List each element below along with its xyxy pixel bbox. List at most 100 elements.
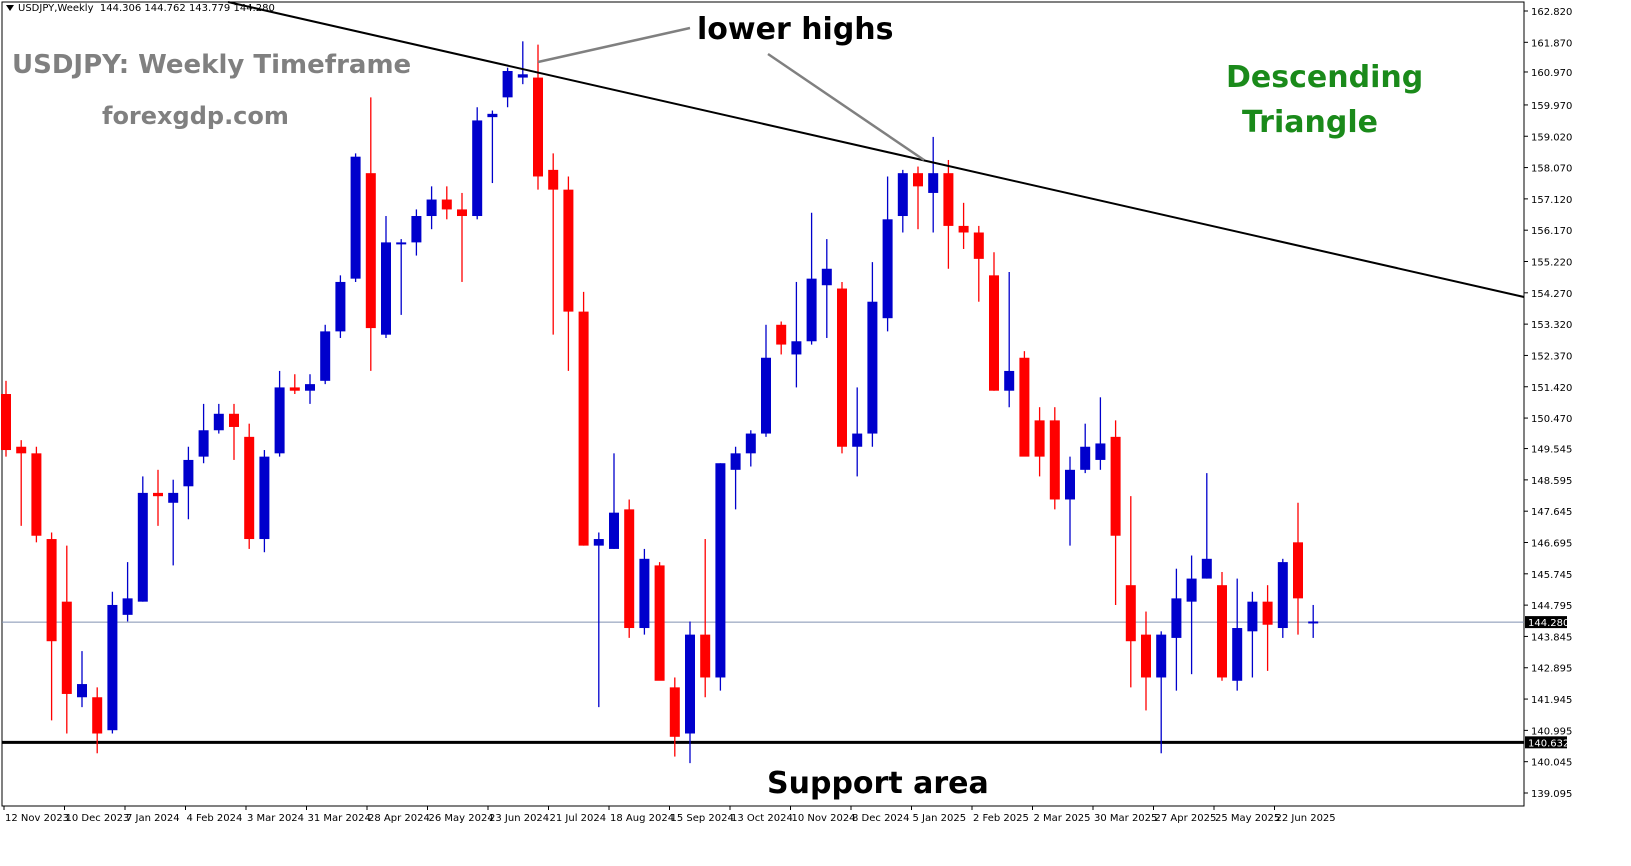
candle-body [1171, 598, 1182, 638]
candle-body [183, 459, 194, 487]
descending-trendline [227, 1, 1525, 298]
y-tick-label: 159.970 [1531, 101, 1572, 112]
candle-body [365, 173, 376, 329]
candle-body [791, 341, 802, 355]
candle-body [973, 232, 984, 259]
candle-body [578, 311, 589, 546]
candle-body [1247, 601, 1258, 632]
candle-body [1201, 558, 1212, 579]
y-tick-label: 143.845 [1531, 632, 1572, 643]
support-price-box [1525, 736, 1567, 749]
chart-title: USDJPY: Weekly Timeframe [12, 50, 412, 80]
y-tick-label: 139.095 [1531, 789, 1572, 800]
symbol-label: USDJPY,Weekly [18, 3, 94, 14]
y-tick-label: 145.745 [1531, 570, 1572, 581]
pattern-label-line1: Descending [1226, 60, 1424, 95]
x-tick-label: 25 May 2025 [1215, 813, 1280, 824]
candle-body [1065, 469, 1075, 500]
candle-body [16, 446, 27, 454]
lower-highs-pointer-2 [767, 52, 925, 162]
y-tick-label: 149.545 [1531, 445, 1572, 456]
x-tick-label: 8 Dec 2024 [852, 813, 910, 824]
candle-body [1156, 634, 1167, 678]
lower-highs-label: lower highs [697, 12, 894, 47]
y-tick-label: 144.795 [1531, 601, 1572, 612]
candle-body [1019, 357, 1030, 457]
y-tick-label: 141.945 [1531, 695, 1572, 706]
current-price-label: 144.280 [1528, 618, 1569, 629]
y-tick-label: 162.820 [1531, 7, 1572, 18]
x-tick-label: 22 Jun 2025 [1276, 813, 1336, 824]
candle-body [350, 156, 361, 279]
candle-body [137, 492, 148, 602]
candle-body [426, 199, 437, 217]
y-tick-label: 155.220 [1531, 258, 1572, 269]
candle-body [411, 216, 422, 243]
dropdown-arrow-icon[interactable] [6, 5, 14, 11]
candle-body [381, 242, 391, 335]
x-tick-label: 15 Sep 2024 [671, 813, 734, 824]
x-tick-label: 30 Mar 2025 [1094, 813, 1157, 824]
y-tick-label: 161.870 [1531, 38, 1572, 49]
symbol-header: USDJPY,Weekly 144.306 144.762 143.779 14… [6, 3, 275, 14]
candle-body [989, 275, 999, 391]
y-tick-label: 154.270 [1531, 289, 1572, 300]
candle-body [882, 219, 893, 319]
y-tick-label: 156.170 [1531, 226, 1572, 237]
candle-body [107, 604, 118, 731]
candle-body [244, 436, 255, 540]
candle-body [122, 598, 133, 615]
x-tick-label: 27 Apr 2025 [1155, 813, 1217, 824]
candle-body [1217, 585, 1227, 678]
candle-body [1004, 370, 1015, 391]
x-tick-label: 23 Jun 2024 [489, 813, 549, 824]
candle-body [92, 697, 103, 734]
x-tick-label: 26 May 2024 [429, 813, 494, 824]
ohlc-values: 144.306 144.762 143.779 144.280 [99, 3, 275, 14]
candle-body [639, 558, 650, 629]
candle-body [669, 687, 680, 737]
candle-body [1277, 562, 1288, 629]
candle-body [609, 512, 619, 549]
candle-body [1080, 446, 1091, 470]
candle-body [867, 301, 878, 434]
candle-body [624, 509, 635, 629]
support-area-label: Support area [767, 766, 989, 801]
candle-body [31, 453, 42, 536]
candle-body [1141, 634, 1151, 678]
y-tick-label: 140.995 [1531, 726, 1572, 737]
candle-body [852, 433, 863, 447]
candle-body [928, 173, 939, 193]
candle-body [1186, 578, 1197, 602]
x-tick-label: 10 Nov 2024 [792, 813, 856, 824]
candle-body [563, 189, 574, 312]
candle-body [1293, 542, 1303, 599]
y-tick-label: 157.120 [1531, 195, 1572, 206]
candle-body [745, 433, 756, 454]
candle-body [1, 394, 11, 451]
lower-highs-pointer-1 [537, 26, 691, 64]
candle-body [472, 120, 483, 217]
candle-body [168, 492, 179, 503]
site-label: forexgdp.com [102, 102, 289, 130]
y-tick-label: 151.420 [1531, 383, 1572, 394]
candle-body [654, 565, 665, 681]
y-tick-label: 153.320 [1531, 320, 1572, 331]
y-tick-label: 148.595 [1531, 476, 1572, 487]
candle-body [153, 492, 163, 497]
candle-body [502, 70, 513, 98]
candle-body [1125, 585, 1136, 642]
candle-body [943, 173, 954, 226]
candle-body [837, 288, 847, 447]
y-tick-label: 150.470 [1531, 414, 1572, 425]
candle-body [685, 634, 695, 734]
candle-body [46, 539, 57, 642]
x-tick-label: 31 Mar 2024 [308, 813, 371, 824]
candle-body [259, 456, 270, 540]
y-tick-label: 147.645 [1531, 507, 1572, 518]
candle-body [1049, 420, 1060, 500]
candle-body [548, 169, 559, 190]
x-tick-label: 7 Jan 2024 [126, 813, 180, 824]
candle-body [761, 357, 771, 434]
candle-body [320, 331, 331, 381]
